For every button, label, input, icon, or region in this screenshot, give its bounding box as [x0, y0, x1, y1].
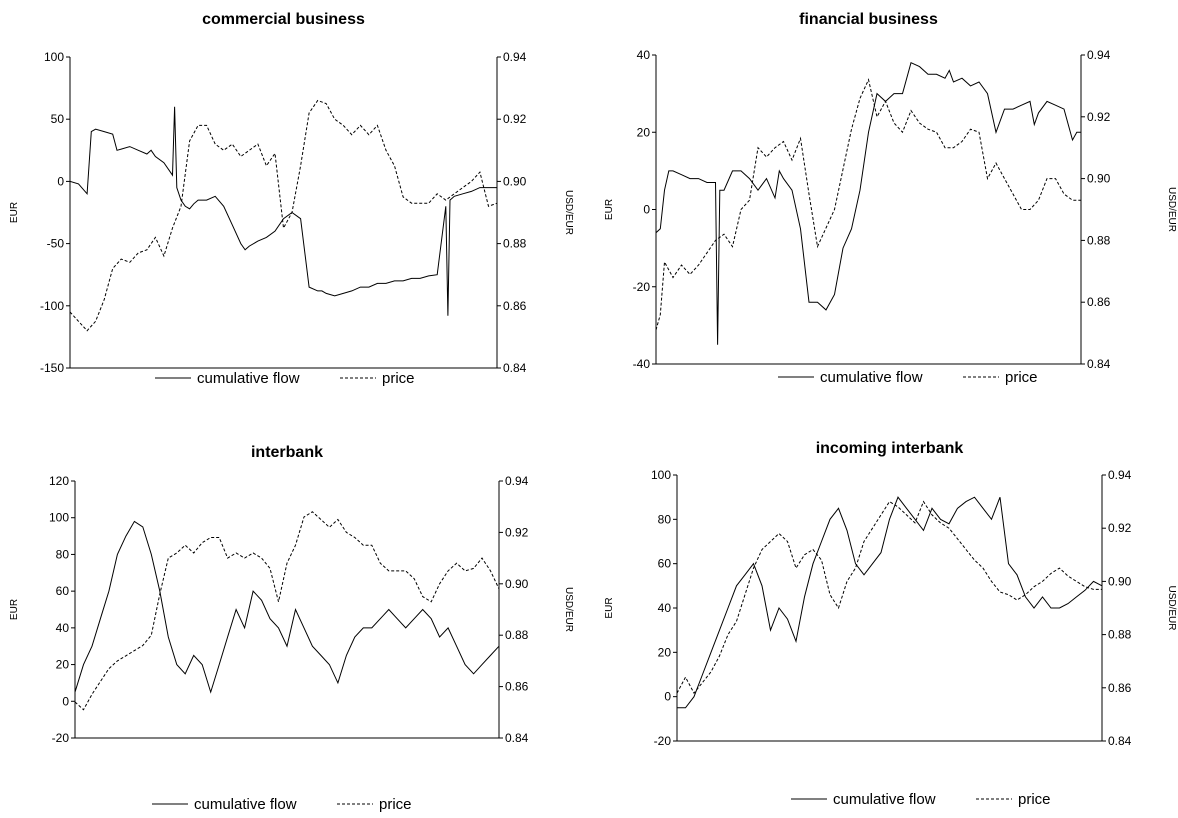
chart-panel-financial-business: financial business 40 20 0 -20 -40 0.94 0.92 0.9… [589, 0, 1178, 409]
y2-tick-label: 0.88 [1087, 233, 1111, 247]
y-tick-label: 80 [56, 547, 70, 561]
legend-label-price: price [382, 370, 415, 387]
chart-title: financial business [799, 11, 938, 28]
series-line-cumulative-flow [75, 520, 499, 694]
y-tick-label: 120 [49, 474, 69, 488]
y-tick-label: 0 [57, 174, 64, 188]
chart-panel-interbank: interbank 120 100 80 60 40 20 0 -20 0.94 0.92 0.90 0… [0, 409, 589, 818]
series-line-price [70, 99, 497, 332]
y2-tick-label: 0.94 [1087, 48, 1111, 62]
y-tick-label: -150 [40, 361, 64, 375]
y-tick-label: 20 [658, 645, 672, 659]
y-tick-label: 20 [56, 658, 70, 672]
y-tick-label: 100 [49, 511, 69, 525]
series-line-price [677, 500, 1102, 695]
y2-tick-label: 0.90 [503, 174, 527, 188]
legend: cumulative flow price [155, 370, 415, 387]
y2-tick-label: 0.94 [1108, 468, 1132, 482]
y-tick-label: -20 [633, 280, 651, 294]
legend-label-price: price [1018, 791, 1051, 808]
y2-tick-label: 0.92 [503, 112, 527, 126]
y2-axis-label: USD/EUR [563, 587, 574, 632]
y-tick-label: -50 [47, 237, 65, 251]
y2-tick-label: 0.84 [505, 731, 529, 745]
y2-tick-label: 0.92 [1087, 110, 1111, 124]
y-tick-label: 100 [651, 468, 671, 482]
y-tick-label: 0 [62, 694, 69, 708]
y-axis-label: EUR [9, 202, 20, 223]
y2-tick-label: 0.94 [505, 474, 529, 488]
y2-tick-label: 0.94 [503, 50, 527, 64]
y-tick-label: 100 [44, 50, 64, 64]
y2-tick-label: 0.88 [1108, 628, 1132, 642]
y-tick-label: 60 [56, 584, 70, 598]
y2-axis-label: USD/EUR [1166, 585, 1177, 630]
chart-title: interbank [251, 444, 323, 461]
legend-label-cumulative-flow: cumulative flow [197, 370, 300, 387]
series-line-price [75, 511, 499, 711]
y2-tick-label: 0.92 [1108, 521, 1132, 535]
y-tick-label: -20 [654, 734, 672, 748]
chart-panel-commercial-business: commercial business 100 50 0 -50 -100 -150 0.94… [0, 0, 589, 409]
y-axis-label: EUR [9, 599, 20, 620]
series-line-cumulative-flow [656, 62, 1081, 345]
y-tick-label: 40 [658, 601, 672, 615]
y-tick-label: 50 [51, 112, 65, 126]
y-axis-label: EUR [604, 597, 615, 618]
y2-tick-label: 0.88 [505, 628, 529, 642]
y-tick-label: -100 [40, 299, 64, 313]
series-line-cumulative-flow [70, 106, 497, 316]
legend: cumulative flow price [778, 369, 1038, 386]
chart-incoming-interbank: incoming interbank 100 80 60 40 20 0 -20 0.94 0.9… [604, 440, 1177, 808]
chart-interbank: interbank 120 100 80 60 40 20 0 -20 0.94 0.92 0.90 0… [9, 444, 574, 813]
y2-tick-label: 0.86 [505, 680, 529, 694]
legend-label-cumulative-flow: cumulative flow [194, 796, 297, 813]
legend: cumulative flow price [152, 796, 412, 813]
y2-tick-label: 0.86 [1087, 295, 1111, 309]
y-tick-label: 20 [637, 125, 651, 139]
y-tick-label: 0 [664, 690, 671, 704]
y2-axis-label: USD/EUR [1166, 187, 1177, 232]
y-tick-label: -40 [633, 357, 651, 371]
legend-label-price: price [379, 796, 412, 813]
chart-panel-incoming-interbank: incoming interbank 100 80 60 40 20 0 -20 0.94 0.9… [589, 409, 1178, 818]
chart-title: incoming interbank [816, 440, 964, 457]
y-tick-label: 0 [643, 203, 650, 217]
y2-tick-label: 0.90 [505, 577, 529, 591]
y-tick-label: -20 [52, 731, 70, 745]
y2-tick-label: 0.84 [503, 361, 527, 375]
y2-tick-label: 0.84 [1087, 357, 1111, 371]
legend-label-price: price [1005, 369, 1038, 386]
chart-commercial-business: commercial business 100 50 0 -50 -100 -150 0.94… [9, 11, 574, 387]
y2-tick-label: 0.86 [1108, 681, 1132, 695]
y-tick-label: 80 [658, 512, 672, 526]
y2-tick-label: 0.86 [503, 299, 527, 313]
y2-tick-label: 0.92 [505, 525, 529, 539]
y2-tick-label: 0.84 [1108, 734, 1132, 748]
series-line-cumulative-flow [677, 496, 1102, 709]
legend: cumulative flow price [791, 791, 1051, 808]
y2-axis-label: USD/EUR [563, 190, 574, 235]
chart-financial-business: financial business 40 20 0 -20 -40 0.94 0.92 0.9… [604, 11, 1177, 386]
y-tick-label: 40 [56, 621, 70, 635]
chart-title: commercial business [202, 11, 365, 28]
y-tick-label: 40 [637, 48, 651, 62]
series-line-price [656, 78, 1081, 331]
legend-label-cumulative-flow: cumulative flow [833, 791, 936, 808]
y-tick-label: 60 [658, 557, 672, 571]
y2-tick-label: 0.90 [1087, 172, 1111, 186]
legend-label-cumulative-flow: cumulative flow [820, 369, 923, 386]
y2-tick-label: 0.90 [1108, 574, 1132, 588]
y-axis-label: EUR [604, 199, 615, 220]
y2-tick-label: 0.88 [503, 237, 527, 251]
